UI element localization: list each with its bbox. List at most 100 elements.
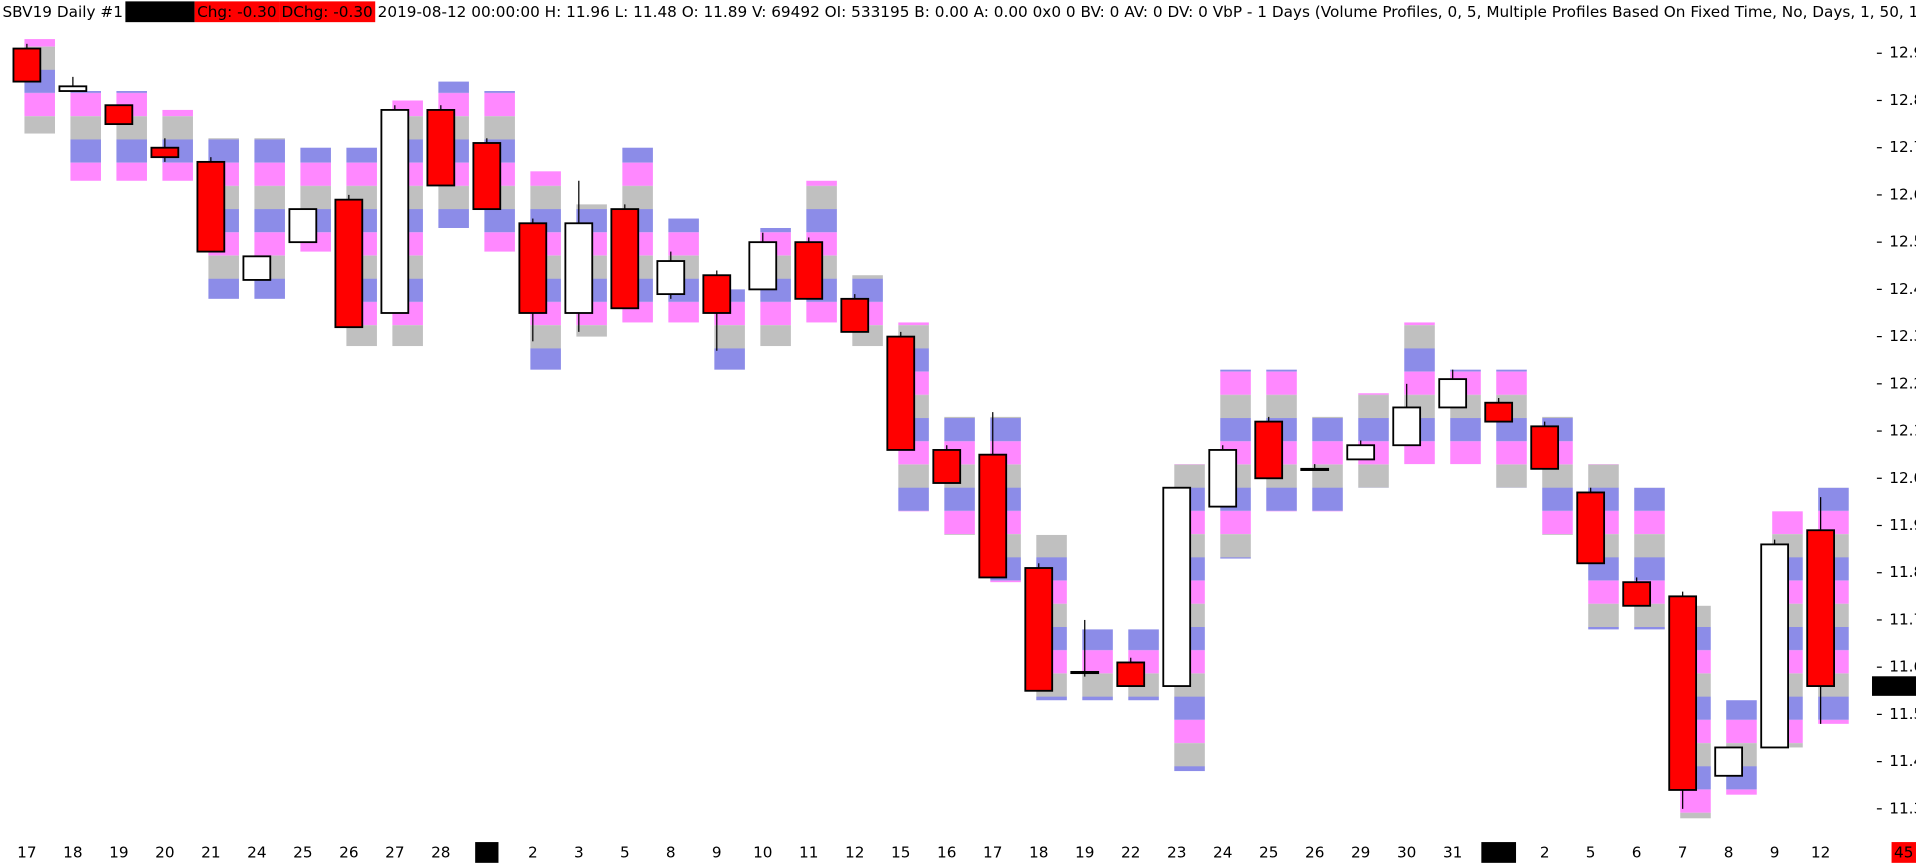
volume-profile — [1082, 629, 1113, 701]
candle-body — [58, 85, 88, 92]
x-tick-label: 9 — [712, 844, 722, 862]
x-tick-label: 31 — [1443, 844, 1462, 862]
header-period: Daily — [57, 3, 96, 21]
y-tick-label: 12.40 — [1889, 280, 1916, 298]
y-tick-label: 12.60 — [1889, 185, 1916, 203]
candle-body — [1530, 425, 1560, 470]
x-tick-label: 25 — [293, 844, 312, 862]
header-symbol: SBV19 — [2, 3, 52, 21]
last-price-box — [1872, 676, 1916, 696]
x-tick-label: 15 — [891, 844, 910, 862]
candle-body — [1024, 567, 1054, 692]
y-tick-label: 12.00 — [1889, 469, 1916, 487]
y-tick-label: 11.50 — [1889, 705, 1916, 723]
x-tick-label: 10 — [753, 844, 772, 862]
x-tick-label: 18 — [1029, 844, 1048, 862]
x-tick-label: 11 — [799, 844, 818, 862]
volume-profile — [1312, 416, 1343, 512]
candle-body — [1668, 595, 1698, 791]
x-tick-label: 23 — [1167, 844, 1186, 862]
x-tick-label: Jul — [477, 844, 496, 862]
x-tick-label: 30 — [1397, 844, 1416, 862]
header-chart: #1 — [100, 3, 123, 21]
volume-profile — [1634, 487, 1665, 630]
x-tick-label: 9 — [1770, 844, 1780, 862]
candle-body — [104, 104, 134, 126]
month-box — [475, 842, 499, 863]
candle-body — [1116, 661, 1146, 687]
candle-body — [12, 47, 42, 83]
candle-body — [518, 222, 548, 314]
y-tick-label: 11.90 — [1889, 516, 1916, 534]
x-tick-label: 3 — [574, 844, 584, 862]
candle-body — [1438, 378, 1468, 409]
y-tick-label: 12.80 — [1889, 91, 1916, 109]
volume-profile — [1358, 393, 1389, 488]
candle-body — [978, 453, 1008, 579]
candle-body — [150, 146, 180, 159]
x-tick-label: 12 — [1811, 844, 1830, 862]
x-tick-label: 26 — [339, 844, 358, 862]
volume-profile — [162, 109, 193, 181]
header-daily_change: DChg: -0.30 — [281, 3, 372, 21]
candle-body — [1254, 420, 1284, 480]
candle-body — [1576, 491, 1606, 565]
candle-body — [1208, 449, 1238, 508]
last-price-label: 11.56 — [1872, 677, 1916, 695]
x-tick-label: 28 — [431, 844, 450, 862]
candle-body — [1714, 746, 1744, 777]
x-tick-label: 27 — [385, 844, 404, 862]
x-tick-label: 29 — [1351, 844, 1370, 862]
x-tick-label: 2 — [528, 844, 538, 862]
header-box — [125, 1, 195, 23]
x-tick-label: 19 — [1075, 844, 1094, 862]
candle-body — [932, 449, 962, 484]
x-tick-label: 18 — [63, 844, 82, 862]
candle-body — [748, 241, 778, 291]
x-tick-label: 6 — [1632, 844, 1642, 862]
candle-body — [1162, 486, 1192, 687]
x-tick-label: 2 — [1540, 844, 1550, 862]
x-tick-label: 21 — [201, 844, 220, 862]
candle-body — [426, 109, 456, 187]
x-tick-label: 16 — [937, 844, 956, 862]
x-tick-label: 25 — [1259, 844, 1278, 862]
y-tick-label: 11.80 — [1889, 563, 1916, 581]
y-tick-label: 12.20 — [1889, 374, 1916, 392]
candle-body — [794, 241, 824, 300]
header-box — [194, 1, 280, 23]
candle-body — [334, 198, 364, 329]
candle-body — [886, 335, 916, 451]
header-close: C: 11.56 — [128, 3, 192, 21]
x-tick-label: 5 — [620, 844, 630, 862]
volume-profile — [1496, 369, 1527, 488]
y-tick-label: 11.70 — [1889, 610, 1916, 628]
candle-body — [288, 208, 318, 244]
x-tick-label: 7 — [1678, 844, 1688, 862]
candle-body — [1392, 406, 1422, 447]
y-tick-label: 12.30 — [1889, 327, 1916, 345]
x-tick-label: 17 — [983, 844, 1002, 862]
candle-body — [610, 208, 640, 310]
x-tick-label: 20 — [155, 844, 174, 862]
candle-body — [242, 255, 272, 281]
header-info: 2019-08-12 00:00:00 H: 11.96 L: 11.48 O:… — [378, 3, 1916, 21]
candle-body — [380, 109, 410, 314]
candle-body — [1484, 401, 1514, 423]
y-tick-label: 12.50 — [1889, 233, 1916, 251]
y-tick-label: 11.30 — [1889, 799, 1916, 817]
x-tick-label: 24 — [1213, 844, 1232, 862]
x-tick-label: 5 — [1586, 844, 1596, 862]
y-tick-label: 12.70 — [1889, 138, 1916, 156]
x-tick-label: 26 — [1305, 844, 1324, 862]
month-box — [1481, 842, 1517, 863]
candle-body — [656, 260, 686, 296]
y-tick-label: 11.40 — [1889, 752, 1916, 770]
x-tick-label: 19 — [109, 844, 128, 862]
candle-body — [1760, 543, 1790, 749]
x-tick-label: 8 — [1724, 844, 1734, 862]
candle-body — [472, 142, 502, 211]
x-tick-label: 12 — [845, 844, 864, 862]
